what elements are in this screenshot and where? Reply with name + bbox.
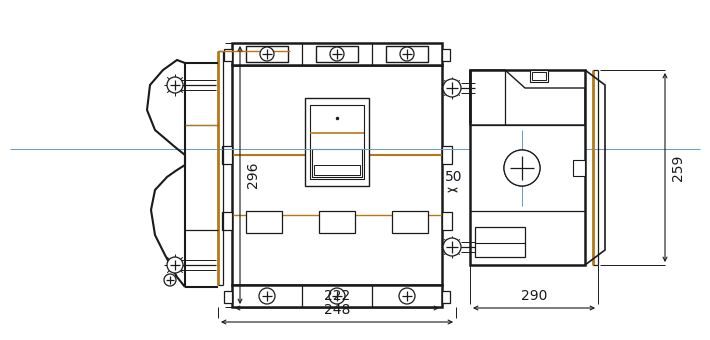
Bar <box>530 70 548 82</box>
Bar <box>310 105 364 179</box>
Bar <box>573 160 585 176</box>
Text: 248: 248 <box>324 303 350 317</box>
Circle shape <box>260 47 274 61</box>
Bar <box>392 211 428 233</box>
Circle shape <box>399 288 415 304</box>
Bar <box>224 291 232 303</box>
Circle shape <box>164 274 176 286</box>
Text: 259: 259 <box>671 154 685 181</box>
Bar <box>442 146 452 164</box>
Circle shape <box>400 47 414 61</box>
Bar <box>232 65 442 285</box>
Bar <box>442 291 450 303</box>
Circle shape <box>443 79 461 97</box>
Bar <box>232 43 442 65</box>
Bar <box>246 46 288 62</box>
Bar <box>532 72 546 80</box>
Bar <box>305 98 369 186</box>
Bar <box>442 49 450 61</box>
Circle shape <box>167 77 183 93</box>
Bar <box>442 212 452 230</box>
Bar <box>316 46 358 62</box>
Bar <box>319 211 355 233</box>
Bar <box>470 70 585 265</box>
Bar <box>232 285 442 307</box>
Circle shape <box>167 257 183 273</box>
Text: 290: 290 <box>521 289 547 303</box>
Text: 222: 222 <box>324 289 350 303</box>
Circle shape <box>329 288 345 304</box>
Text: 50: 50 <box>445 170 463 184</box>
Circle shape <box>504 150 540 186</box>
Bar <box>314 165 360 175</box>
Bar <box>224 49 232 61</box>
Circle shape <box>259 288 275 304</box>
Circle shape <box>330 47 344 61</box>
Text: 296: 296 <box>246 162 260 188</box>
Bar <box>312 149 362 177</box>
Circle shape <box>504 150 540 186</box>
Bar <box>386 46 428 62</box>
Bar <box>246 211 282 233</box>
Bar <box>222 146 232 164</box>
Bar <box>475 227 525 257</box>
Bar <box>222 212 232 230</box>
Circle shape <box>443 238 461 256</box>
